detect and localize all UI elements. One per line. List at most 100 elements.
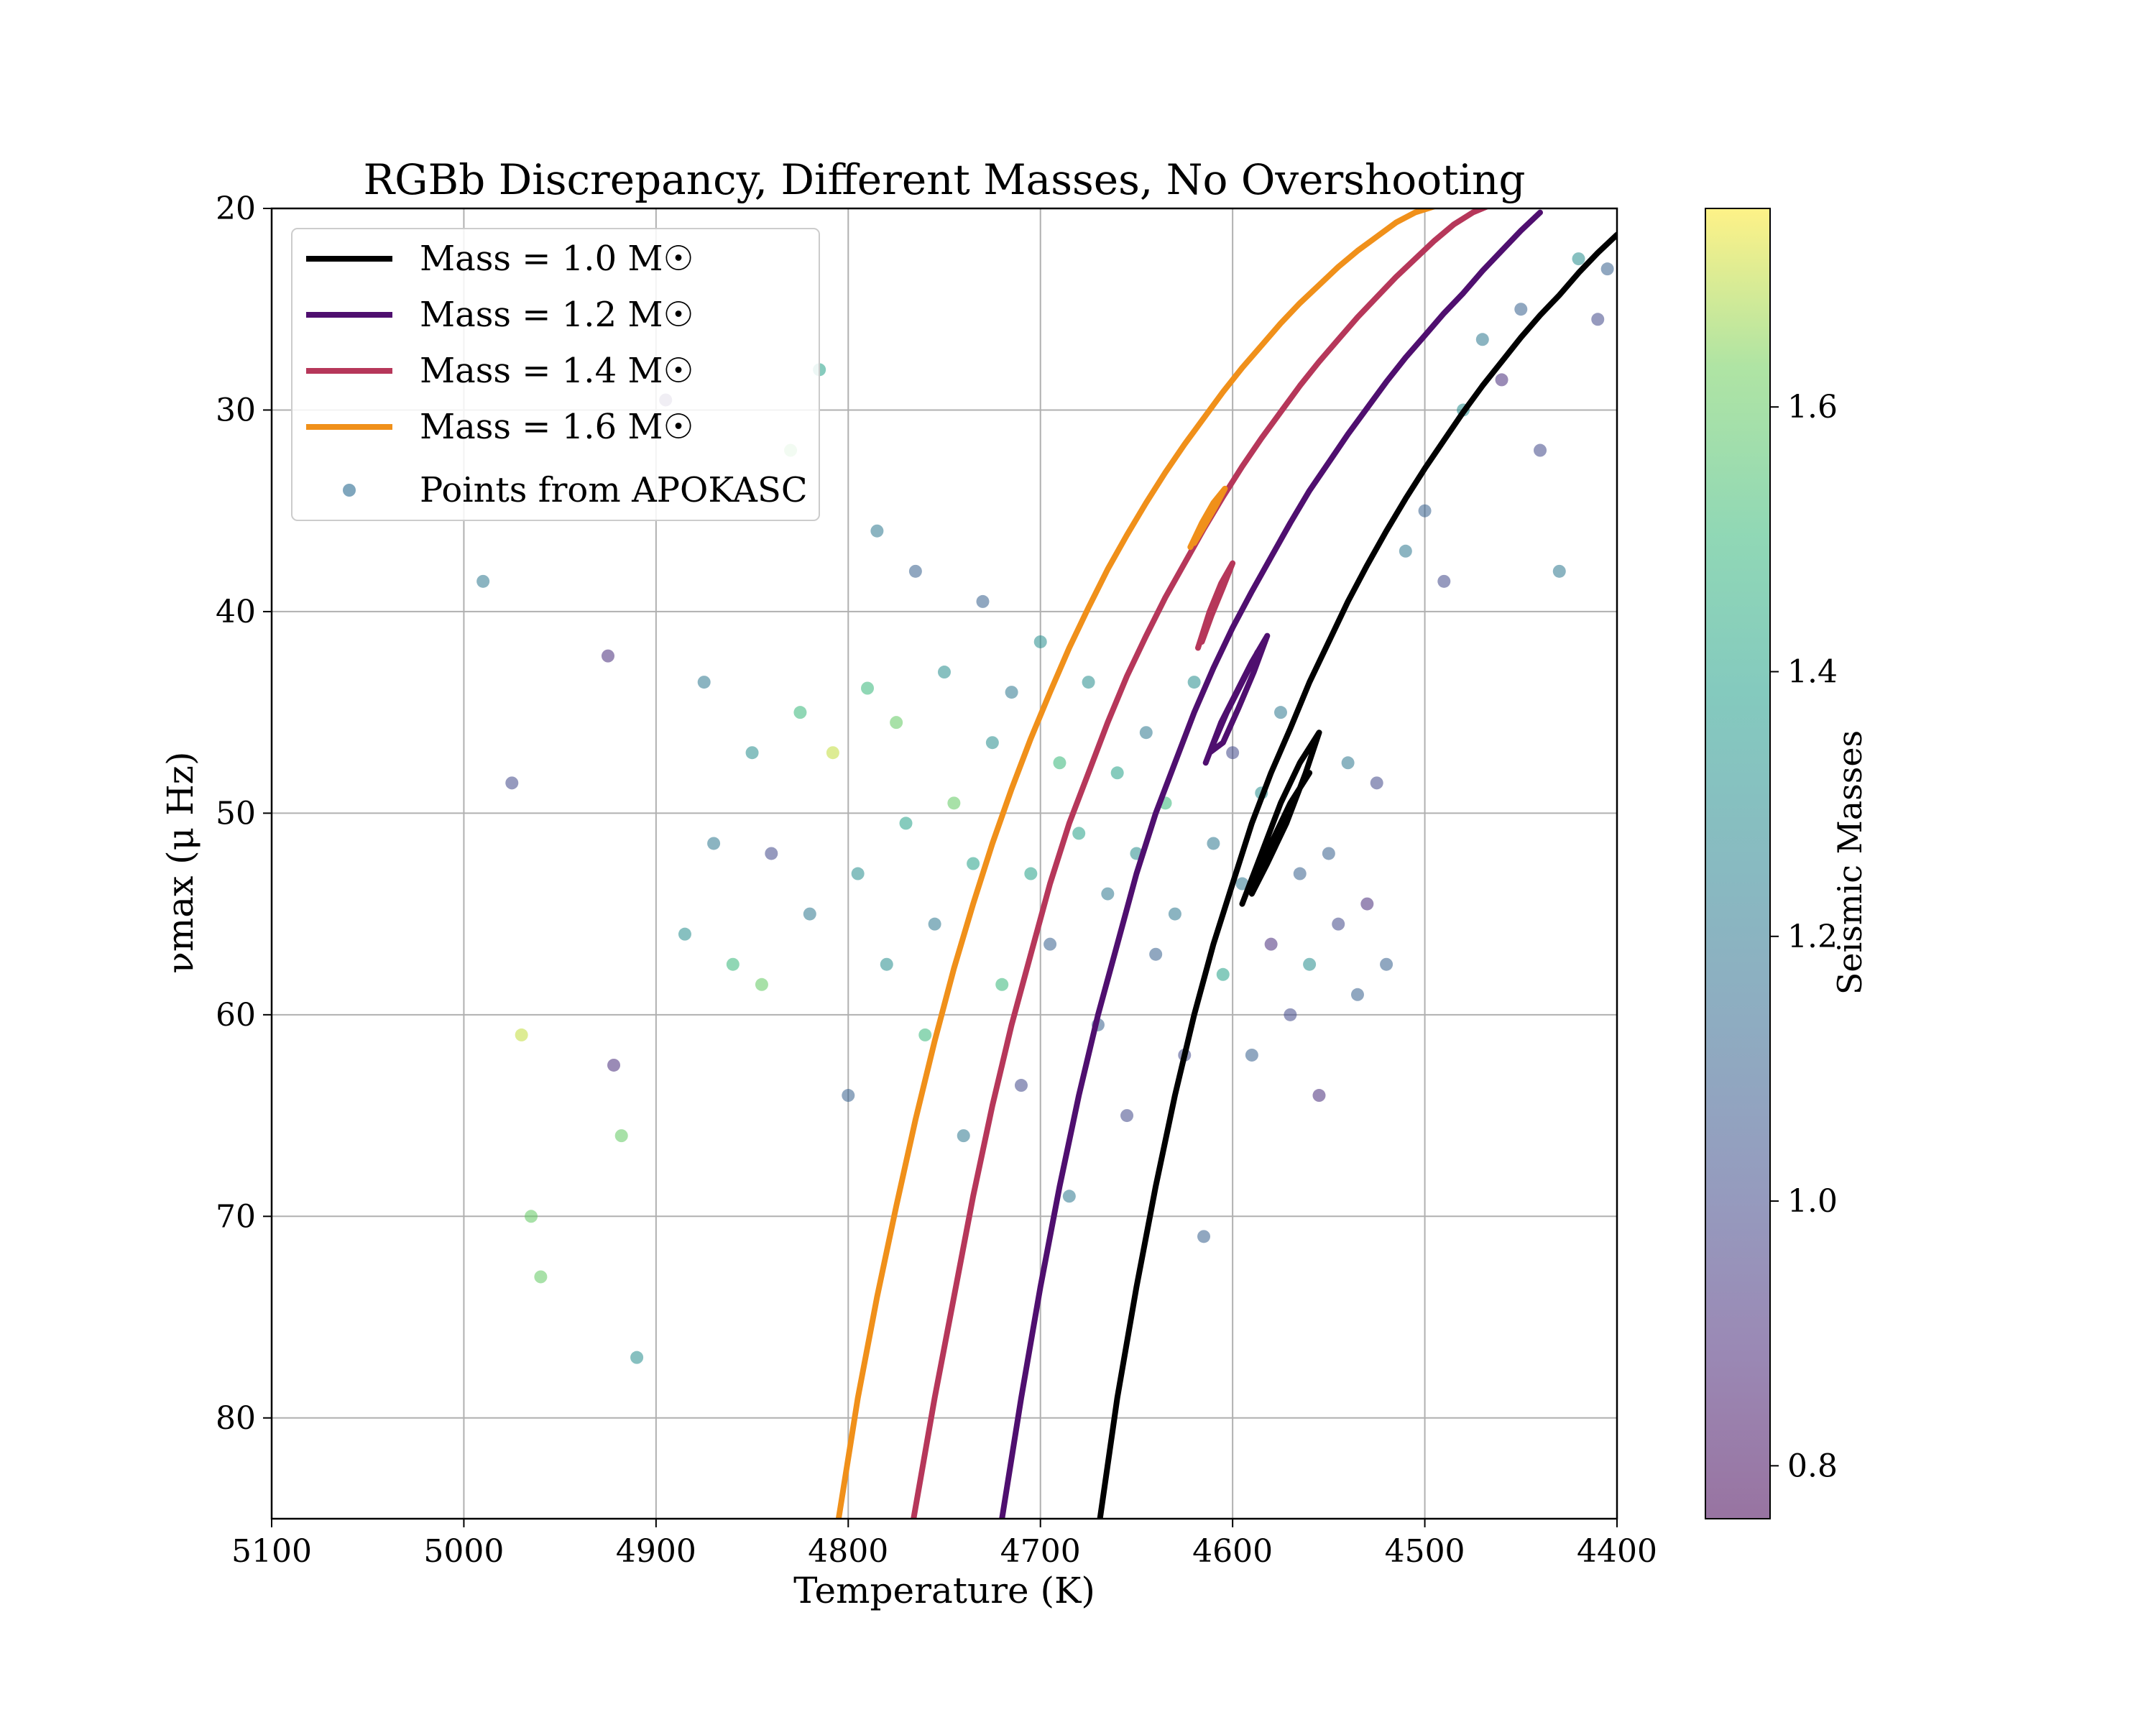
track-line-4 [835,208,1439,1519]
x-tick-label: 4800 [808,1533,888,1570]
scatter-point [602,649,614,663]
scatter-point [1322,847,1335,860]
scatter-point [1437,574,1451,588]
scatter-point [1072,827,1086,840]
colorbar-tick-label: 1.4 [1787,653,1838,690]
y-tick-label: 40 [216,594,256,630]
scatter-point [1475,333,1489,346]
scatter-point [1495,373,1508,387]
scatter-point [1139,726,1153,740]
legend-label: Mass = 1.6 M☉ [420,407,694,447]
scatter-point [1303,957,1317,971]
scatter-point [1552,564,1566,578]
y-tick-label: 80 [216,1400,256,1437]
scatter-point [726,957,740,971]
scatter-point [1053,756,1067,770]
scatter-point [947,796,961,810]
scatter-point [1370,776,1383,790]
track-bump-1 [1239,730,1322,907]
scatter-point [1082,676,1095,689]
scatter-point [1033,635,1047,648]
scatter-point [967,857,980,870]
colorbar-axis: 0.8 1.0 1.2 1.4 1.6 [1770,389,1838,1484]
scatter-point [1514,303,1528,316]
colorbar-label: Seismic Masses [1830,730,1869,995]
scatter-point [1341,756,1355,770]
x-axis-label: Temperature (K) [793,1570,1095,1611]
scatter-point [803,907,816,921]
colorbar-tick-label: 1.2 [1787,919,1838,955]
y-tick-label: 60 [216,997,256,1034]
scatter-point [908,564,922,578]
y-tick-label: 70 [216,1198,256,1235]
scatter-point [476,574,490,588]
scatter-point [1274,706,1287,719]
colorbar-tick-label: 0.8 [1787,1448,1838,1484]
scatter-point [707,837,721,850]
scatter-point [1399,544,1412,558]
x-tick-label: 5100 [231,1533,312,1570]
scatter-point [1110,766,1124,780]
tracks-layer [835,208,1617,1519]
track-line-1 [1097,231,1617,1519]
scatter-point [928,917,941,931]
scatter-point [826,746,839,760]
scatter-point [1534,443,1547,457]
scatter-point [1005,686,1018,699]
scatter-point [755,978,768,991]
scatter-point [630,1351,644,1364]
scatter-point [1187,676,1201,689]
legend-label: Mass = 1.4 M☉ [420,351,694,391]
scatter-point [1101,887,1115,901]
x-tick-label: 4900 [616,1533,696,1570]
y-tick-label: 30 [216,392,256,428]
track-line-2 [999,209,1543,1519]
scatter-point [938,666,951,679]
x-tick-label: 4400 [1577,1533,1657,1570]
scatter-point [515,1028,528,1041]
scatter-point [1235,877,1249,891]
scatter-point [1332,917,1345,931]
scatter-point [697,676,711,689]
scatter-point [1207,837,1220,850]
scatter-point [1591,313,1605,326]
track-bump-3 [1195,560,1236,651]
scatter-point [995,978,1009,991]
scatter-point [534,1270,548,1284]
legend-label: Points from APOKASC [420,470,808,510]
scatter-point [1120,1109,1134,1123]
scatter-point [765,847,778,860]
scatter-point [1360,897,1374,911]
x-tick-label: 4600 [1192,1533,1273,1570]
scatter-point [1264,937,1278,951]
scatter-point [1024,867,1038,880]
scatter-point [607,1058,621,1072]
colorbar [1705,208,1771,1519]
scatter-point [890,716,903,730]
scatter-point [985,736,999,750]
legend-label: Mass = 1.0 M☉ [420,239,694,279]
scatter-point [976,594,990,608]
x-axis: 5100 5000 4900 4800 4700 4600 4500 4400 [231,1519,1657,1570]
scatter-point [899,816,913,830]
scatter-point [1062,1190,1076,1203]
scatter-point [1226,746,1240,760]
colorbar-tick-label: 1.6 [1787,389,1838,426]
x-tick-label: 4500 [1385,1533,1465,1570]
scatter-point [851,867,865,880]
x-tick-label: 5000 [423,1533,504,1570]
scatter-point [1312,1089,1326,1103]
plot-frame [270,207,1618,1520]
scatter-point [1350,988,1364,1001]
track-bump-4 [1187,485,1228,551]
scatter-point [1380,957,1393,971]
legend: Mass = 1.0 M☉ Mass = 1.2 M☉ Mass = 1.4 M☉ M… [291,228,820,521]
scatter-point [614,1129,628,1143]
scatter-point [1600,262,1614,276]
x-tick-label: 4700 [1000,1533,1081,1570]
scatter-point [957,1129,970,1143]
scatter-point [1149,947,1163,961]
scatter-point [1572,252,1585,266]
scatter-point [880,957,893,971]
